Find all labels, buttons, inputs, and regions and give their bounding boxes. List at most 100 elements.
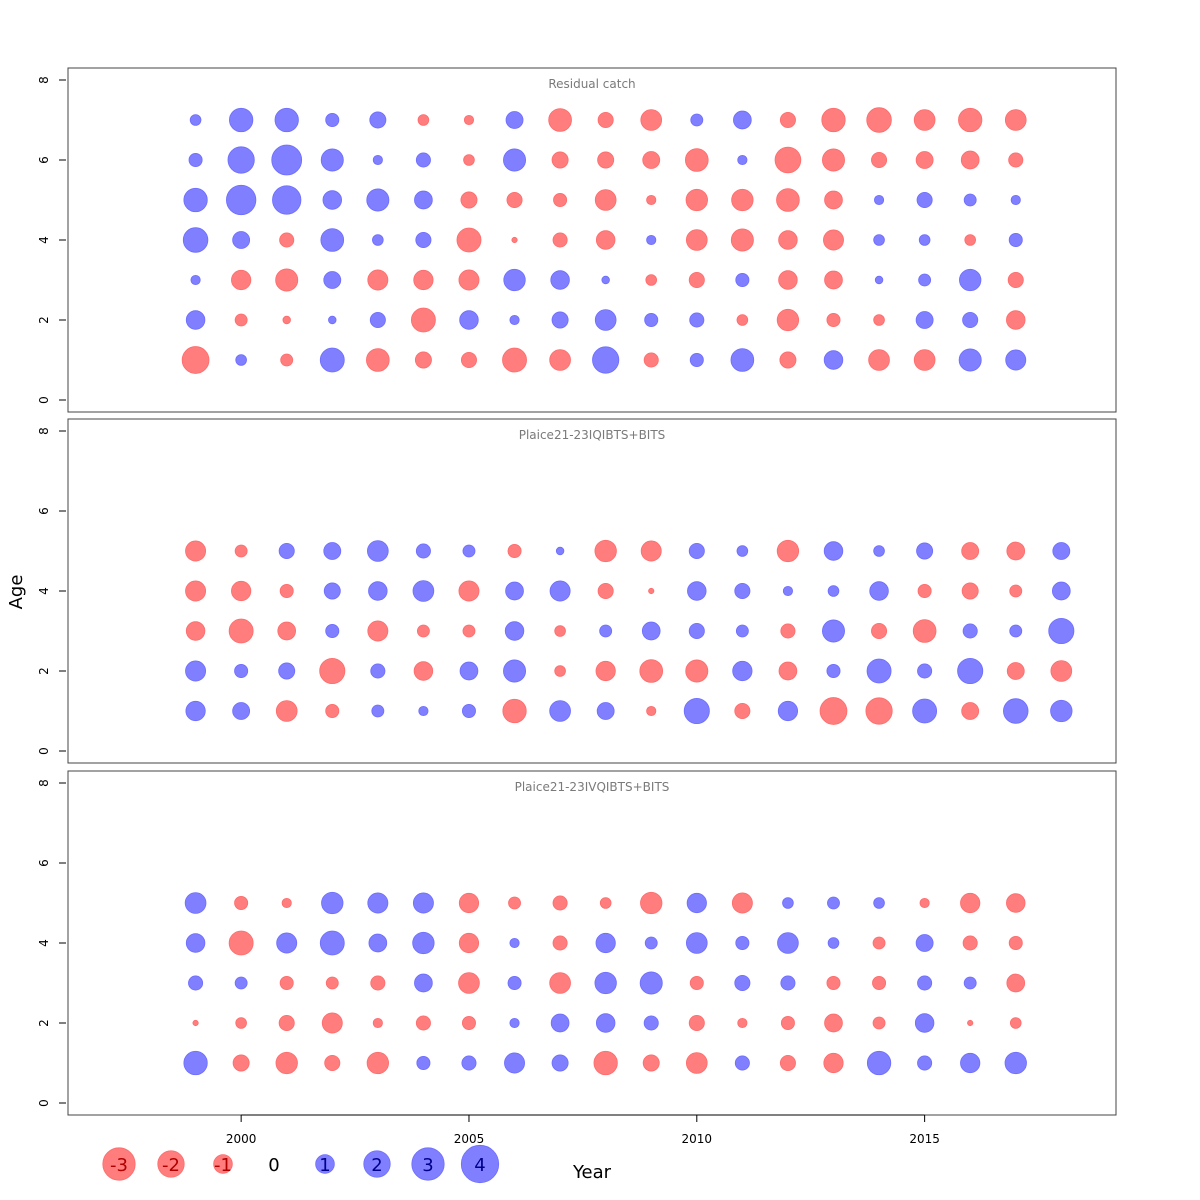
legend-bubble <box>460 1144 500 1184</box>
residual-bubble <box>371 704 385 718</box>
residual-bubble <box>734 582 751 600</box>
residual-bubble <box>1050 699 1073 723</box>
residual-bubble <box>913 109 936 131</box>
residual-bubble <box>688 622 705 640</box>
residual-bubble <box>1052 542 1071 560</box>
residual-bubble <box>737 1017 748 1029</box>
residual-bubble <box>873 234 885 246</box>
residual-bubble <box>328 315 337 325</box>
residual-bubble <box>188 153 203 167</box>
x-tick-label: 2005 <box>454 1132 485 1146</box>
residual-bubble <box>507 544 522 558</box>
residual-bubble <box>873 545 885 557</box>
residual-bubble <box>685 188 708 212</box>
residual-bubble <box>234 896 249 910</box>
residual-bubble <box>646 194 657 206</box>
residual-bubble <box>776 308 800 332</box>
residual-bubble <box>181 346 210 374</box>
legend-label: -1 <box>214 1155 232 1176</box>
residual-bubble <box>412 892 434 914</box>
residual-bubble <box>824 270 843 290</box>
residual-bubble <box>827 896 840 910</box>
residual-bubble <box>234 544 248 558</box>
residual-bubble <box>1006 662 1025 680</box>
residual-bubble <box>279 584 294 598</box>
residual-bubble <box>689 312 705 328</box>
panels-group: Residual catch02468Plaice21-23IQIBTS+BIT… <box>37 67 1117 1116</box>
residual-bubble <box>689 976 704 990</box>
residual-bubble <box>960 150 980 170</box>
residual-bubble <box>823 1052 844 1074</box>
residual-bubble <box>460 191 478 209</box>
residual-bubble <box>415 543 431 559</box>
residual-bubble <box>459 661 479 681</box>
y-tick-label: 6 <box>37 156 51 164</box>
y-tick-label: 4 <box>37 939 51 947</box>
residual-bubble <box>918 234 931 246</box>
y-tick-label: 4 <box>37 587 51 595</box>
residual-bubble <box>594 971 617 995</box>
residual-bubble <box>1006 541 1026 561</box>
residual-bubble <box>504 1052 525 1074</box>
residual-bubble <box>774 146 802 174</box>
residual-bubble <box>866 107 892 133</box>
legend-bubble <box>102 1147 136 1181</box>
residual-bubble <box>555 546 565 556</box>
residual-bubble <box>413 661 434 681</box>
residual-bubble <box>552 895 568 911</box>
residual-bubble <box>601 275 610 285</box>
residual-bubble <box>822 619 845 643</box>
panel-2: Plaice21-23IQIBTS+BITS 0 2 4 6 8 <box>37 418 1117 764</box>
residual-bubble <box>874 194 885 206</box>
residual-bubble <box>275 1051 298 1075</box>
residual-bubble <box>824 190 843 210</box>
residual-bubble <box>185 621 206 641</box>
residual-bubble <box>413 269 434 291</box>
residual-bubble <box>367 269 389 291</box>
residual-bubble <box>731 188 754 212</box>
residual-bubble <box>779 111 796 129</box>
residual-bubble <box>959 268 982 292</box>
y-tick-label: 8 <box>37 76 51 84</box>
residual-bubble <box>688 542 705 560</box>
residual-bubble <box>823 541 844 561</box>
residual-bubble <box>323 542 342 560</box>
y-tick-label: 8 <box>37 427 51 435</box>
residual-bubble <box>549 700 571 722</box>
residual-bubble <box>780 975 796 991</box>
y-tick-label: 4 <box>37 236 51 244</box>
residual-bubble <box>596 702 615 720</box>
residual-bubble <box>366 188 390 212</box>
residual-bubble <box>917 1055 933 1071</box>
y-tick-label: 0 <box>37 1099 51 1107</box>
legend-label: 2 <box>371 1155 382 1176</box>
residual-bubble <box>960 892 981 914</box>
residual-bubble <box>503 659 527 683</box>
residual-bubble <box>367 540 389 562</box>
residual-bubble <box>508 896 521 910</box>
residual-bubble <box>963 976 977 990</box>
residual-bubble <box>235 1017 247 1029</box>
residual-bubble <box>595 660 616 682</box>
residual-bubble <box>554 625 566 637</box>
residual-bubble <box>551 1054 569 1072</box>
residual-bubble <box>827 585 840 597</box>
y-tick-label: 0 <box>37 396 51 404</box>
residual-bubble <box>322 190 342 210</box>
panel-frame <box>67 418 1117 764</box>
residual-bubble <box>416 1056 431 1070</box>
residual-bubble <box>551 151 569 169</box>
residual-bubble <box>731 892 753 914</box>
residual-bubble <box>730 228 754 252</box>
y-axis-label: Age <box>6 575 27 610</box>
residual-bubble <box>640 540 662 562</box>
residual-bubble <box>869 581 889 601</box>
residual-bubble <box>780 1016 795 1030</box>
residual-bubble <box>554 665 566 677</box>
residual-bubble <box>594 309 617 331</box>
residual-bubble <box>640 891 663 915</box>
residual-bubble <box>779 1054 796 1072</box>
residual-bubble <box>917 975 933 991</box>
residual-bubble <box>917 663 933 679</box>
residual-bubble <box>866 1050 892 1076</box>
